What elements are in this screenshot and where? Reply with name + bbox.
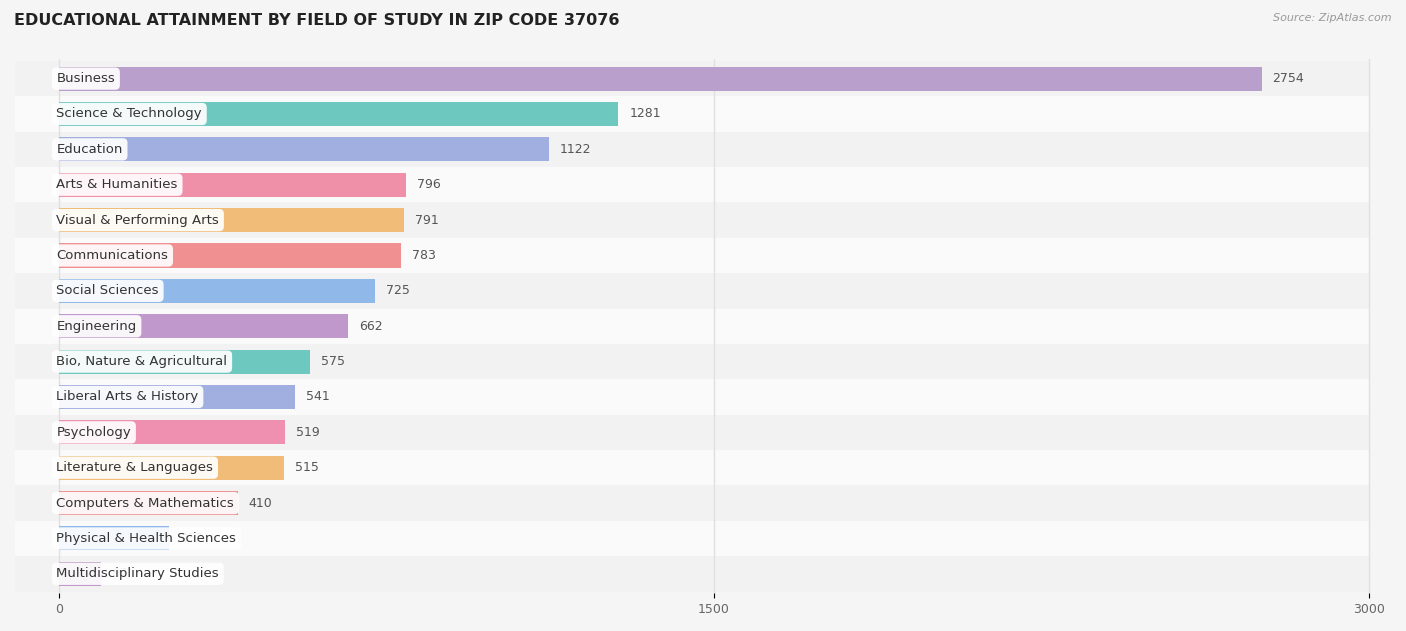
Text: Visual & Performing Arts: Visual & Performing Arts [56, 214, 219, 227]
Bar [59, 350, 309, 374]
Text: Social Sciences: Social Sciences [56, 285, 159, 297]
Bar [59, 279, 375, 303]
Bar [15, 238, 1369, 273]
Bar [15, 167, 1369, 203]
Bar [59, 102, 619, 126]
Text: 662: 662 [359, 320, 382, 333]
Bar [15, 203, 1369, 238]
Text: Liberal Arts & History: Liberal Arts & History [56, 391, 198, 403]
Text: 519: 519 [297, 426, 321, 439]
Bar [59, 67, 1261, 91]
Text: Arts & Humanities: Arts & Humanities [56, 178, 179, 191]
Text: Multidisciplinary Studies: Multidisciplinary Studies [56, 567, 219, 581]
Text: Physical & Health Sciences: Physical & Health Sciences [56, 532, 236, 545]
Bar [15, 415, 1369, 450]
Text: 97: 97 [112, 567, 128, 581]
Bar [15, 485, 1369, 521]
Text: 1122: 1122 [560, 143, 591, 156]
Bar [59, 314, 347, 338]
Bar [15, 556, 1369, 591]
Text: 791: 791 [415, 214, 439, 227]
Bar [59, 526, 169, 550]
Bar [15, 97, 1369, 132]
Text: 575: 575 [321, 355, 344, 368]
Bar [59, 491, 238, 515]
Bar [15, 521, 1369, 556]
Text: Engineering: Engineering [56, 320, 136, 333]
Bar [59, 138, 548, 162]
Text: 410: 410 [249, 497, 273, 510]
Bar [59, 173, 406, 197]
Bar [15, 61, 1369, 97]
Bar [15, 273, 1369, 309]
Text: 2754: 2754 [1272, 72, 1305, 85]
Text: 541: 541 [307, 391, 329, 403]
Bar [59, 208, 404, 232]
Text: Science & Technology: Science & Technology [56, 107, 202, 121]
Text: Bio, Nature & Agricultural: Bio, Nature & Agricultural [56, 355, 228, 368]
Text: 796: 796 [418, 178, 441, 191]
Text: Psychology: Psychology [56, 426, 131, 439]
Text: Education: Education [56, 143, 122, 156]
Text: 252: 252 [180, 532, 204, 545]
Bar [59, 244, 401, 268]
Bar [59, 562, 101, 586]
Text: 515: 515 [295, 461, 318, 475]
Text: 1281: 1281 [628, 107, 661, 121]
Bar [15, 379, 1369, 415]
Text: Source: ZipAtlas.com: Source: ZipAtlas.com [1274, 13, 1392, 23]
Text: Computers & Mathematics: Computers & Mathematics [56, 497, 235, 510]
Bar [15, 132, 1369, 167]
Bar [15, 309, 1369, 344]
Text: Communications: Communications [56, 249, 169, 262]
Text: 783: 783 [412, 249, 436, 262]
Bar [15, 344, 1369, 379]
Text: 725: 725 [387, 285, 411, 297]
Bar [15, 450, 1369, 485]
Bar [59, 385, 295, 409]
Text: Literature & Languages: Literature & Languages [56, 461, 214, 475]
Text: Business: Business [56, 72, 115, 85]
Bar [59, 420, 285, 444]
Bar [59, 456, 284, 480]
Text: EDUCATIONAL ATTAINMENT BY FIELD OF STUDY IN ZIP CODE 37076: EDUCATIONAL ATTAINMENT BY FIELD OF STUDY… [14, 13, 620, 28]
